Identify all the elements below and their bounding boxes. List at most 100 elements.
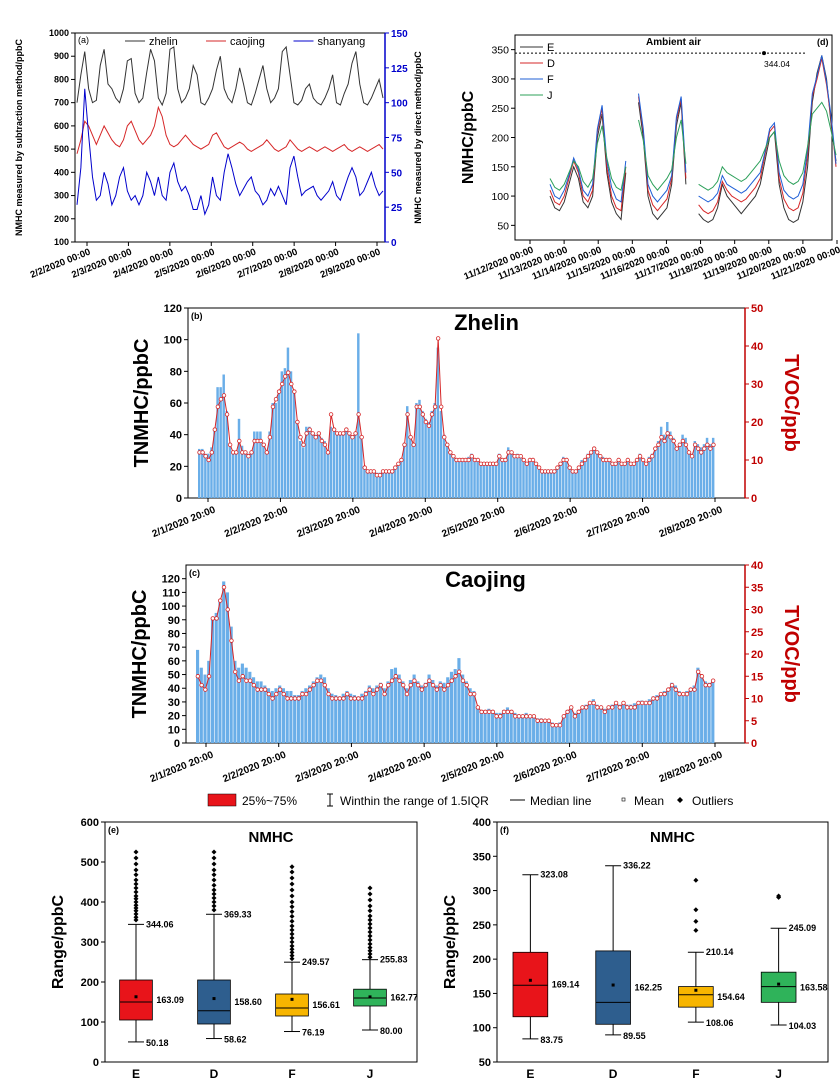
bar — [415, 403, 418, 498]
y2-tick-label: 125 — [391, 64, 408, 75]
tvoc-point — [429, 412, 435, 417]
tvoc-point — [322, 682, 328, 688]
tvoc-point — [610, 705, 615, 710]
y-tick-label: 300 — [54, 191, 69, 201]
bar — [364, 690, 368, 743]
bar — [476, 460, 479, 498]
bar — [658, 693, 663, 743]
bar — [595, 704, 599, 743]
bar — [708, 444, 712, 498]
bar — [687, 450, 690, 498]
tvoc-point — [475, 705, 481, 710]
tvoc-point — [588, 450, 594, 455]
bar — [431, 680, 435, 743]
bar — [552, 469, 556, 498]
bar — [692, 685, 696, 743]
y-tick-label: 120 — [162, 574, 180, 586]
y2-tick-label: 30 — [751, 605, 763, 617]
tvoc-point — [426, 423, 432, 428]
tvoc-point — [451, 454, 456, 459]
tvoc-point — [598, 454, 603, 459]
bar — [550, 722, 554, 743]
y-tick-label: 350 — [491, 45, 509, 57]
legend-swatch-iqr — [207, 793, 237, 807]
tvoc-point — [206, 674, 212, 679]
y-tick-label: 200 — [54, 214, 69, 224]
tvoc-point — [401, 682, 406, 688]
tvoc-point — [674, 446, 679, 451]
y-axis-label: TNMHC/ppbC — [131, 339, 153, 468]
tvoc-point — [639, 700, 645, 706]
tvoc-point — [281, 691, 286, 697]
series-line-J — [549, 125, 627, 192]
bar — [513, 456, 516, 498]
bar — [341, 693, 345, 743]
tvoc-point — [539, 718, 544, 723]
bar — [517, 714, 521, 743]
bar — [675, 447, 678, 498]
tvoc-point — [651, 696, 656, 701]
bar — [360, 693, 364, 743]
bar — [246, 453, 250, 498]
outlier — [367, 951, 373, 957]
outlier — [211, 887, 217, 893]
y-axis-label: Range/ppbC — [50, 894, 67, 989]
plot-frame — [496, 821, 829, 1063]
bar — [461, 458, 464, 498]
series-line-E — [549, 113, 627, 221]
tvoc-point — [557, 723, 563, 728]
x-tick-label: 2/3/2020 20:00 — [295, 504, 362, 540]
tvoc-point — [598, 705, 604, 710]
tvoc-point — [390, 469, 395, 474]
tvoc-point — [215, 404, 221, 409]
bar — [399, 458, 403, 498]
tvoc-point — [658, 691, 664, 697]
bar — [352, 695, 356, 743]
bar — [681, 693, 685, 743]
bar — [506, 447, 510, 498]
outlier — [211, 891, 217, 897]
series-line-F — [549, 105, 627, 203]
bar — [592, 447, 596, 498]
tvoc-point — [408, 682, 413, 688]
tvoc-point — [337, 696, 342, 701]
bar — [252, 677, 256, 743]
tvoc-point — [255, 687, 260, 692]
tvoc-point — [325, 450, 331, 455]
bar — [621, 701, 625, 743]
tvoc-point — [617, 705, 622, 710]
bar — [311, 681, 315, 743]
bar — [591, 699, 595, 743]
y2-axis-label: NMHC measured by direct method/ppbC — [413, 51, 423, 224]
y-axis-label: NMHC measured by subtraction method/ppbC — [14, 38, 24, 236]
tvoc-point — [408, 435, 413, 440]
tvoc-point — [286, 370, 291, 375]
bar — [366, 469, 369, 498]
tvoc-point — [417, 404, 422, 409]
legend-mean-icon — [621, 797, 626, 802]
tvoc-point — [374, 687, 380, 692]
bar — [416, 681, 420, 743]
y-tick-label: 100 — [164, 335, 182, 347]
tvoc-point — [445, 682, 451, 688]
bar — [644, 701, 648, 743]
bar — [617, 460, 620, 498]
box-F — [275, 993, 309, 1017]
tvoc-point — [371, 691, 376, 697]
x-tick-label: 2/1/2020 20:00 — [151, 504, 218, 540]
tvoc-point — [509, 709, 514, 715]
panel-c: (c) Caojing010203040506070809010011012005… — [129, 560, 802, 785]
y-tick-label: 300 — [491, 74, 509, 86]
outlier — [367, 917, 373, 923]
bar — [505, 707, 510, 743]
bar — [198, 448, 201, 498]
tvoc-point — [292, 696, 298, 701]
tvoc-point — [587, 700, 593, 706]
tvoc-point — [636, 700, 641, 706]
tvoc-point — [237, 438, 242, 444]
tvoc-point — [318, 678, 324, 683]
whisker-low-label: 50.18 — [146, 1038, 169, 1048]
bar — [458, 458, 461, 498]
bar — [666, 688, 670, 743]
tvoc-point — [628, 705, 634, 710]
